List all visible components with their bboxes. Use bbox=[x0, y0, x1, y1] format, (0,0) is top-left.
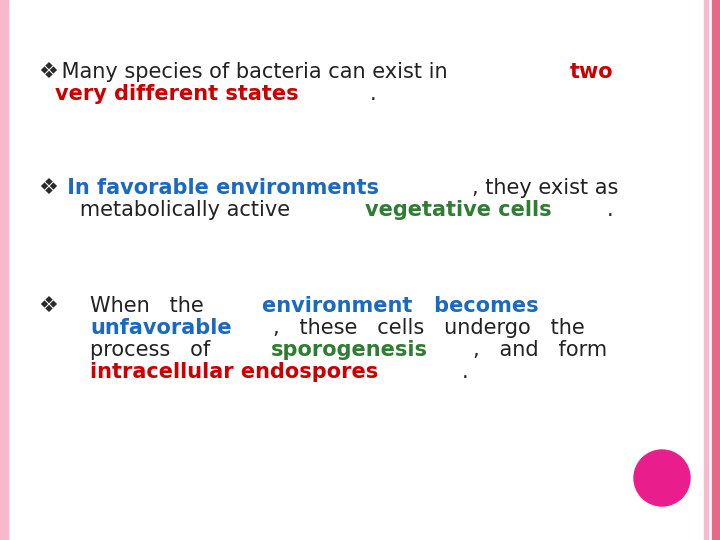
Text: ,   these   cells   undergo   the: , these cells undergo the bbox=[273, 318, 585, 338]
Text: .: . bbox=[462, 362, 469, 382]
Text: environment   becomes: environment becomes bbox=[262, 296, 539, 316]
Text: When   the: When the bbox=[90, 296, 224, 316]
Text: , they exist as: , they exist as bbox=[472, 178, 618, 198]
Bar bbox=[712, 0, 720, 540]
Text: In favorable environments: In favorable environments bbox=[60, 178, 379, 198]
Bar bbox=[704, 0, 708, 540]
Text: .: . bbox=[606, 200, 613, 220]
Text: sporogenesis: sporogenesis bbox=[271, 340, 428, 360]
Text: very different states: very different states bbox=[55, 84, 299, 104]
Text: Many species of bacteria can exist in: Many species of bacteria can exist in bbox=[55, 62, 454, 82]
Text: ❖: ❖ bbox=[38, 296, 58, 316]
Text: ❖: ❖ bbox=[38, 62, 58, 82]
Text: metabolically active: metabolically active bbox=[60, 200, 297, 220]
Text: intracellular endospores: intracellular endospores bbox=[90, 362, 378, 382]
Text: .: . bbox=[369, 84, 376, 104]
Text: unfavorable: unfavorable bbox=[90, 318, 232, 338]
Text: vegetative cells: vegetative cells bbox=[366, 200, 552, 220]
Text: process   of: process of bbox=[90, 340, 230, 360]
Text: two: two bbox=[570, 62, 613, 82]
Text: ❖: ❖ bbox=[38, 178, 58, 198]
Circle shape bbox=[634, 450, 690, 506]
Text: ,   and   form: , and form bbox=[473, 340, 608, 360]
Bar bbox=[0, 0, 8, 540]
